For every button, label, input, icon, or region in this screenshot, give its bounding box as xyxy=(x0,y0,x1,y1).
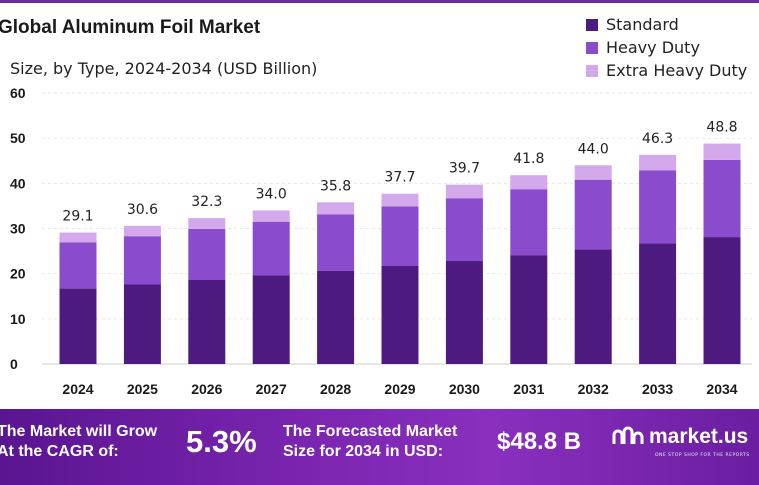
bar-2028-extra-heavy-duty xyxy=(317,202,355,215)
bar-2025-heavy-duty xyxy=(123,236,161,285)
bar-2024-standard xyxy=(59,288,97,364)
total-label-2031: 41.8 xyxy=(513,151,544,167)
total-label-2029: 37.7 xyxy=(384,170,415,186)
legend: Standard Heavy Duty Extra Heavy Duty xyxy=(586,13,747,82)
legend-swatch-heavy-duty xyxy=(586,41,598,54)
legend-label-extra-heavy-duty: Extra Heavy Duty xyxy=(606,61,748,80)
x-tick-label-2032: 2032 xyxy=(578,381,609,397)
legend-swatch-extra-heavy-duty xyxy=(586,64,598,77)
bar-2033-heavy-duty xyxy=(639,170,677,244)
logo-text: market.us xyxy=(649,425,749,448)
bar-2026-heavy-duty xyxy=(188,228,226,280)
x-tick-label-2030: 2030 xyxy=(449,381,480,397)
cagr-value: 5.3% xyxy=(186,424,257,459)
y-tick-label: 20 xyxy=(10,266,26,282)
forecast-value: $48.8 B xyxy=(497,428,582,455)
total-label-2030: 39.7 xyxy=(449,161,480,177)
bar-2025-extra-heavy-duty xyxy=(123,225,161,237)
total-label-2032: 44.0 xyxy=(578,141,609,157)
total-label-2028: 35.8 xyxy=(320,178,351,194)
bar-2027-heavy-duty xyxy=(252,221,290,276)
x-axis-ticks: 2024 2025 2026 2027 2028 2029 2030 2031 2032 2033… xyxy=(62,381,737,397)
x-tick-label-2025: 2025 xyxy=(127,381,158,397)
x-tick-label-2029: 2029 xyxy=(384,381,415,397)
bar-2032-heavy-duty xyxy=(574,179,612,250)
bar-2031-heavy-duty xyxy=(510,189,548,256)
total-label-2027: 34.0 xyxy=(256,186,287,202)
x-tick-label-2033: 2033 xyxy=(642,381,673,397)
y-axis-ticks: 0 10 20 30 40 50 60 xyxy=(10,85,26,372)
bar-2025-standard xyxy=(123,284,161,364)
legend-swatch-standard xyxy=(586,18,598,31)
total-label-2025: 30.6 xyxy=(127,202,158,218)
y-tick-label: 40 xyxy=(10,175,26,191)
legend-item-standard: Standard xyxy=(586,13,747,36)
cagr-caption-line1: The Market will Grow xyxy=(0,423,158,440)
total-label-2024: 29.1 xyxy=(62,209,93,225)
bar-2026-standard xyxy=(188,279,226,364)
bar-2030-heavy-duty xyxy=(445,198,483,262)
x-tick-label-2024: 2024 xyxy=(62,381,93,397)
bar-2024-heavy-duty xyxy=(59,242,97,289)
bar-2030-extra-heavy-duty xyxy=(445,184,483,199)
bar-2029-standard xyxy=(381,265,419,364)
forecast-caption-line1: The Forecasted Market xyxy=(283,423,458,440)
forecast-caption: The Forecasted Market Size for 2034 in U… xyxy=(283,422,457,462)
bar-2029-extra-heavy-duty xyxy=(381,193,419,207)
market-us-logo: market.us xyxy=(611,425,748,449)
bar-2027-standard xyxy=(252,275,290,364)
bar-2026-extra-heavy-duty xyxy=(188,218,226,229)
summary-banner: The Market will Grow At the CAGR of: 5.3… xyxy=(0,409,759,485)
bar-2027-extra-heavy-duty xyxy=(252,210,290,222)
chart-title: Global Aluminum Foil Market xyxy=(0,17,261,38)
x-tick-label-2026: 2026 xyxy=(191,381,222,397)
bar-2032-standard xyxy=(574,249,612,364)
x-tick-label-2031: 2031 xyxy=(513,381,544,397)
market-us-logo-icon xyxy=(612,426,644,444)
bar-2032-extra-heavy-duty xyxy=(574,165,612,180)
legend-label-heavy-duty: Heavy Duty xyxy=(606,38,700,57)
bar-2034-standard xyxy=(703,237,741,364)
cagr-caption-line2: At the CAGR of: xyxy=(0,443,119,460)
bar-2028-standard xyxy=(317,270,355,364)
y-tick-label: 60 xyxy=(10,85,26,101)
x-tick-label-2034: 2034 xyxy=(706,381,737,397)
y-tick-label: 30 xyxy=(10,221,26,237)
forecast-caption-line2: Size for 2034 in USD: xyxy=(283,443,444,460)
chart-subtitle: Size, by Type, 2024-2034 (USD Billion) xyxy=(10,59,318,78)
bar-2024-extra-heavy-duty xyxy=(59,232,97,243)
y-tick-label: 10 xyxy=(10,311,26,327)
top-rule xyxy=(0,0,759,3)
total-label-2033: 46.3 xyxy=(642,131,673,147)
y-tick-label: 50 xyxy=(10,130,26,146)
bar-2033-standard xyxy=(639,243,677,364)
legend-item-heavy-duty: Heavy Duty xyxy=(586,36,747,59)
bar-2028-heavy-duty xyxy=(317,214,355,271)
x-tick-label-2027: 2027 xyxy=(256,381,287,397)
cagr-caption: The Market will Grow At the CAGR of: xyxy=(0,422,157,462)
x-tick-label-2028: 2028 xyxy=(320,381,351,397)
bar-2034-extra-heavy-duty xyxy=(703,143,741,160)
total-labels: 29.1 30.6 32.3 34.0 35.8 37.7 39.7 41.8 44.0 46.3… xyxy=(62,120,737,225)
total-label-2026: 32.3 xyxy=(191,194,222,210)
legend-label-standard: Standard xyxy=(606,15,679,34)
bar-2030-standard xyxy=(445,261,483,364)
bar-2031-standard xyxy=(510,255,548,364)
total-label-2034: 48.8 xyxy=(706,120,737,136)
bar-2033-extra-heavy-duty xyxy=(639,154,677,171)
bar-2029-heavy-duty xyxy=(381,206,419,266)
logo-tagline: ONE STOP SHOP FOR THE REPORTS xyxy=(655,453,750,458)
y-tick-label: 0 xyxy=(10,356,18,372)
bar-2031-extra-heavy-duty xyxy=(510,175,548,190)
legend-item-extra-heavy-duty: Extra Heavy Duty xyxy=(586,59,747,82)
bars xyxy=(59,143,741,364)
bar-2034-heavy-duty xyxy=(703,159,741,238)
